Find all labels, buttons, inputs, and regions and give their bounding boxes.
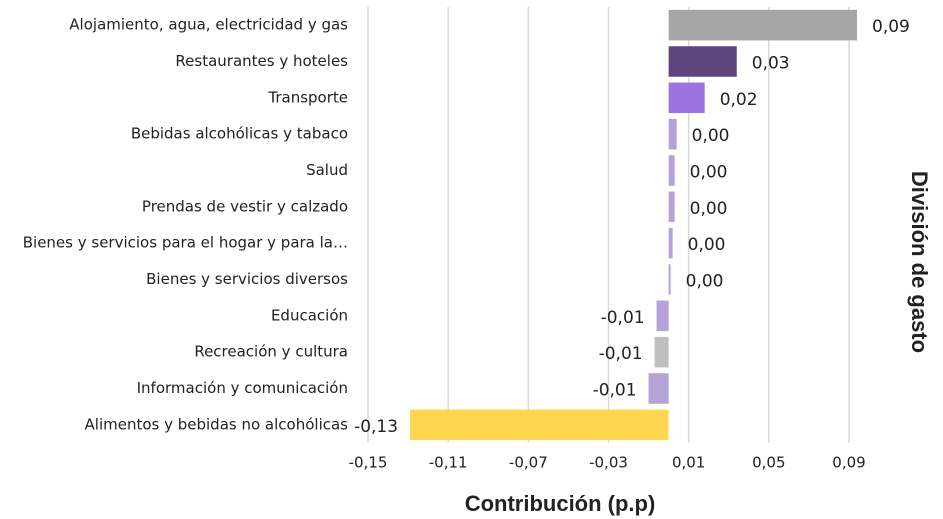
y-tick-label: Restaurantes y hoteles <box>175 52 348 70</box>
y-tick-label: Información y comunicación <box>137 379 348 397</box>
value-label: -0,01 <box>599 344 643 364</box>
y-axis-title: División de gasto <box>907 171 932 353</box>
bar <box>668 191 675 223</box>
x-axis-title: Contribución (p.p) <box>465 491 656 516</box>
bar <box>668 82 705 114</box>
value-label: 0,09 <box>872 17 910 37</box>
bar <box>668 46 737 77</box>
y-tick-label: Bebidas alcohólicas y tabaco <box>131 125 348 143</box>
x-tick-label: -0,15 <box>349 454 388 472</box>
bar <box>668 227 673 259</box>
y-tick-label: Recreación y cultura <box>194 343 348 361</box>
y-tick-label: Alojamiento, agua, electricidad y gas <box>69 16 348 34</box>
value-label: 0,02 <box>720 90 758 110</box>
bar <box>668 118 677 150</box>
x-tick-label: 0,05 <box>752 454 785 472</box>
bar <box>656 300 669 332</box>
value-label: -0,13 <box>354 417 398 437</box>
y-tick-label: Transporte <box>267 88 348 106</box>
y-tick-label: Educación <box>271 306 348 324</box>
value-label: 0,00 <box>690 199 728 219</box>
value-label: 0,00 <box>692 126 730 146</box>
x-tick-label: 0,09 <box>832 454 865 472</box>
bar <box>410 409 669 441</box>
x-tick-label: -0,07 <box>509 454 548 472</box>
bar <box>648 373 669 404</box>
bar <box>668 155 675 186</box>
value-label: -0,01 <box>601 308 645 328</box>
value-label: 0,00 <box>686 272 724 292</box>
x-tick-label: -0,11 <box>429 454 468 472</box>
y-tick-label: Prendas de vestir y calzado <box>142 197 348 215</box>
bar <box>668 264 671 295</box>
y-tick-label: Salud <box>306 161 348 179</box>
value-label: 0,03 <box>752 54 790 74</box>
y-tick-label: Alimentos y bebidas no alcohólicas <box>85 415 349 433</box>
y-tick-label: Bienes y servicios diversos <box>146 270 348 288</box>
x-tick-label: 0,01 <box>672 454 705 472</box>
bar <box>654 336 669 368</box>
value-label: -0,01 <box>593 381 637 401</box>
bar <box>668 9 858 41</box>
y-tick-label: Bienes y servicios para el hogar y para … <box>23 234 348 252</box>
value-label: 0,00 <box>688 235 726 255</box>
x-tick-label: -0,03 <box>589 454 628 472</box>
value-label: 0,00 <box>690 163 728 183</box>
